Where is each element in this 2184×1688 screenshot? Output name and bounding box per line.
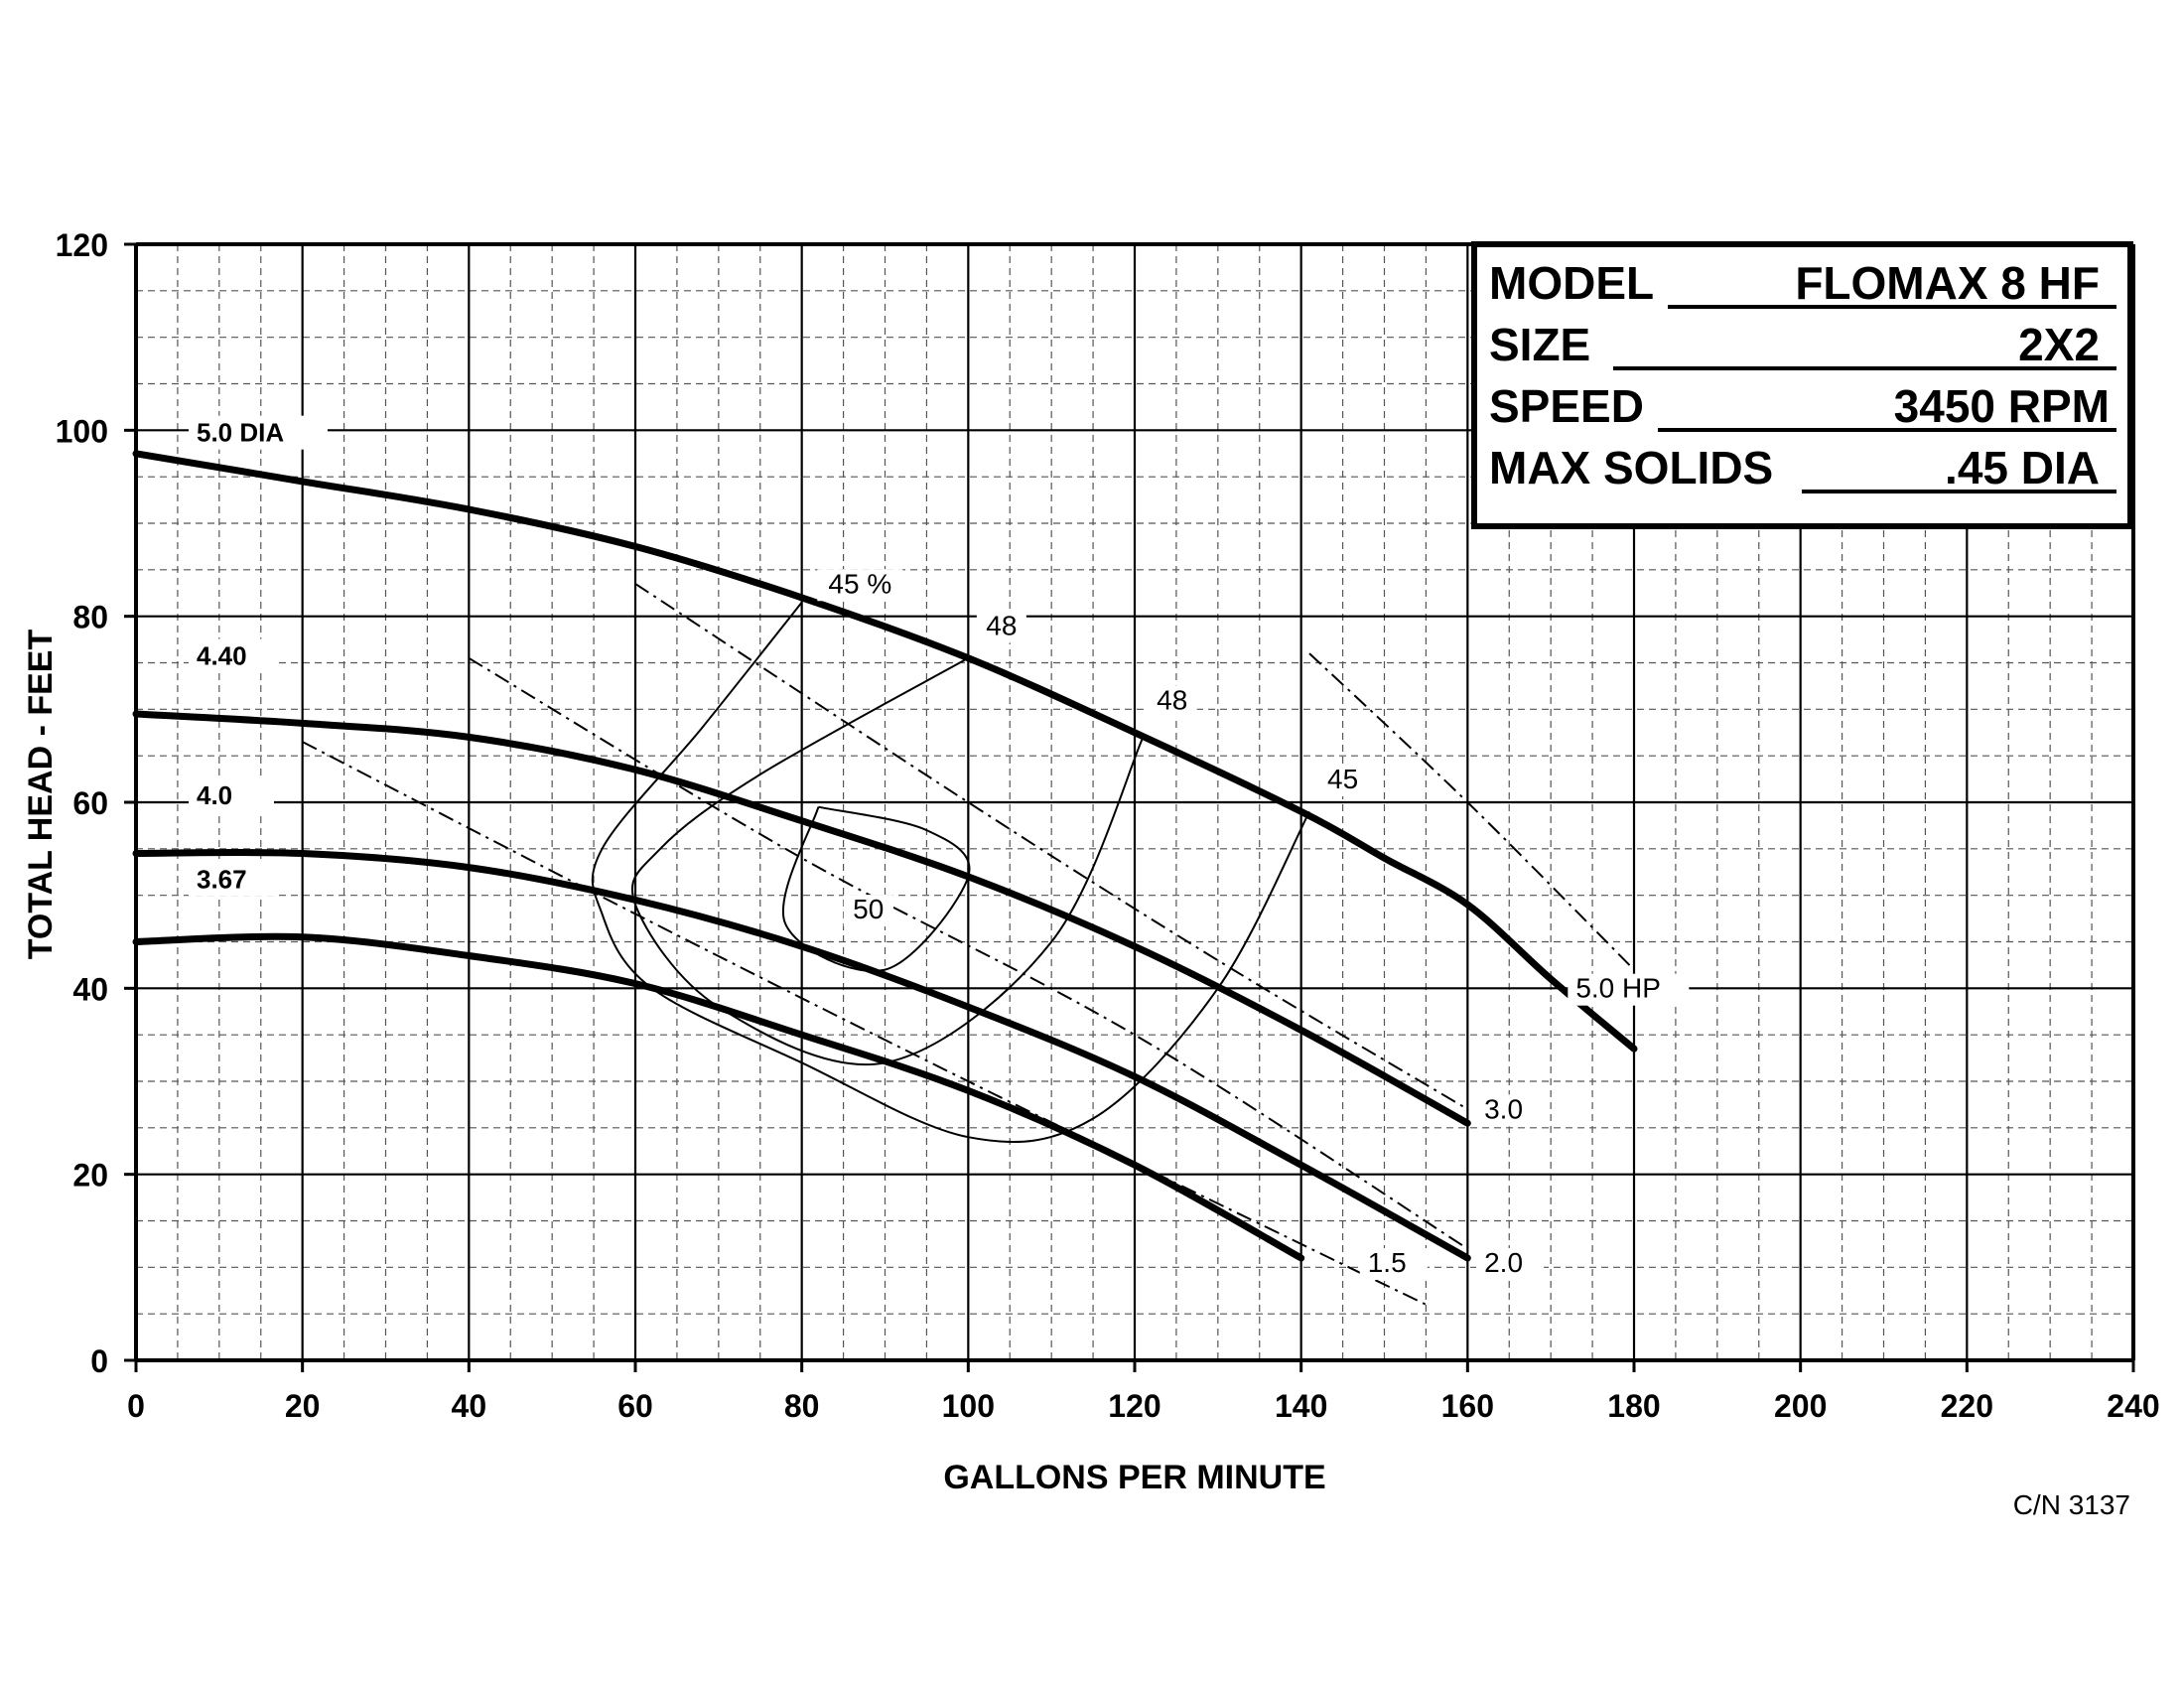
max-solids-label: MAX SOLIDS — [1489, 442, 1773, 493]
hp-line-2-0 — [468, 656, 1468, 1250]
head-curve-4-40 — [132, 710, 1471, 1127]
efficiency-label-45: 45 % — [828, 568, 891, 599]
hp-label-1-5: 1.5 — [1368, 1247, 1407, 1278]
diameter-label-backing — [189, 778, 274, 812]
major-grid — [124, 242, 2135, 1372]
x-tick-label: 80 — [784, 1388, 820, 1424]
efficiency-label-48: 48 — [986, 610, 1017, 640]
efficiency-label-backing — [817, 569, 903, 602]
x-tick-label: 0 — [127, 1388, 145, 1424]
info-box-frame — [1471, 241, 2133, 529]
chart-curves — [132, 450, 1638, 1306]
hp-label-5-0-hp: 5.0 HP — [1575, 973, 1661, 1004]
max-solids-value: .45 DIA — [1945, 442, 2100, 493]
info-box: MODEL FLOMAX 8 HF SIZE 2X2 SPEED 3450 RP… — [1471, 241, 2133, 529]
size-label: SIZE — [1489, 319, 1590, 370]
x-tick-label: 200 — [1774, 1388, 1827, 1424]
x-axis-title: GALLONS PER MINUTE — [943, 1459, 1325, 1496]
y-tick-label: 0 — [90, 1343, 108, 1379]
diameter-label-backing — [189, 415, 328, 450]
x-tick-label: 20 — [285, 1388, 321, 1424]
y-tick-label: 100 — [56, 413, 108, 449]
diameter-label-4-0: 4.0 — [197, 780, 232, 810]
catalog-number: C/N 3137 — [2013, 1489, 2130, 1520]
hp-label-backing — [1476, 1094, 1545, 1127]
head-curve-5-0-dia — [132, 450, 1638, 1053]
speed-value: 3450 RPM — [1894, 380, 2110, 432]
speed-label: SPEED — [1489, 380, 1644, 432]
hp-label-backing — [1568, 973, 1690, 1006]
size-value: 2X2 — [2018, 319, 2100, 370]
efficiency-label-backing — [843, 895, 893, 927]
x-tick-label: 40 — [452, 1388, 487, 1424]
x-tick-label: 240 — [2107, 1388, 2159, 1424]
efficiency-label-backing — [1317, 764, 1368, 796]
hp-label-backing — [1359, 1248, 1428, 1281]
x-tick-label: 180 — [1607, 1388, 1660, 1424]
y-tick-label: 120 — [56, 227, 108, 263]
x-tick-label: 140 — [1275, 1388, 1327, 1424]
hp-label-2-0: 2.0 — [1484, 1247, 1523, 1278]
hp-label-backing — [1476, 1248, 1545, 1281]
y-tick-label: 60 — [72, 785, 108, 821]
diameter-label-5-0-dia: 5.0 DIA — [197, 418, 284, 448]
diameter-label-backing — [189, 638, 274, 673]
diameter-label-backing — [189, 862, 274, 897]
hp-line-5-0-hp — [1308, 652, 1635, 971]
diameter-label-3-67: 3.67 — [197, 864, 247, 894]
chart-labels: 0 20 40 60 80 100 120 140 160 180 200 220 240 0 20 40 60… — [56, 227, 2160, 1424]
efficiency-label-48: 48 — [1157, 684, 1187, 715]
hp-line-3-0 — [634, 583, 1468, 1110]
hp-label-3-0: 3.0 — [1484, 1093, 1523, 1124]
x-tick-label: 120 — [1108, 1388, 1160, 1424]
x-tick-label: 60 — [617, 1388, 653, 1424]
x-tick-label: 160 — [1441, 1388, 1494, 1424]
head-curve-4-0 — [132, 848, 1471, 1262]
diameter-label-4-40: 4.40 — [197, 641, 247, 671]
efficiency-contour-48 — [630, 656, 1145, 1066]
hp-line-1-5 — [302, 741, 1427, 1306]
y-tick-label: 80 — [72, 600, 108, 635]
head-curve-3-67 — [132, 932, 1305, 1262]
y-axis-title: TOTAL HEAD - FEET — [22, 630, 60, 960]
efficiency-label-backing — [976, 611, 1026, 643]
y-tick-label: 20 — [72, 1158, 108, 1194]
model-label: MODEL — [1489, 257, 1654, 309]
y-tick-label: 40 — [72, 971, 108, 1007]
efficiency-label-50: 50 — [853, 894, 884, 924]
x-tick-label: 220 — [1941, 1388, 1993, 1424]
x-tick-label: 100 — [942, 1388, 995, 1424]
efficiency-contour-50 — [782, 805, 971, 972]
model-value: FLOMAX 8 HF — [1795, 257, 2100, 309]
efficiency-contour-45 — [591, 601, 1310, 1144]
efficiency-label-backing — [1147, 685, 1197, 718]
efficiency-label-45: 45 — [1327, 764, 1358, 794]
